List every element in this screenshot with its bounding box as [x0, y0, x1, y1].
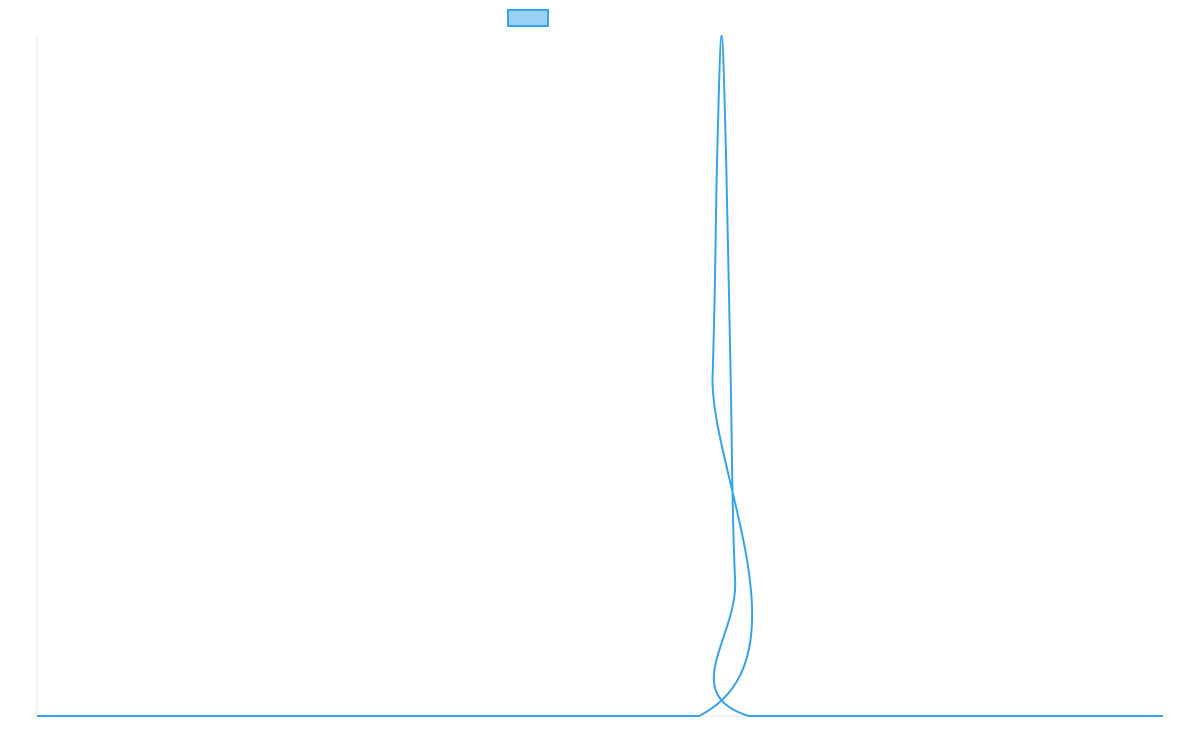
axes-layer	[36, 36, 1163, 717]
legend-swatch[interactable]	[507, 9, 549, 27]
series-line[interactable]	[37, 35, 1163, 717]
series-layer	[37, 35, 1163, 717]
legend[interactable]	[507, 9, 549, 27]
